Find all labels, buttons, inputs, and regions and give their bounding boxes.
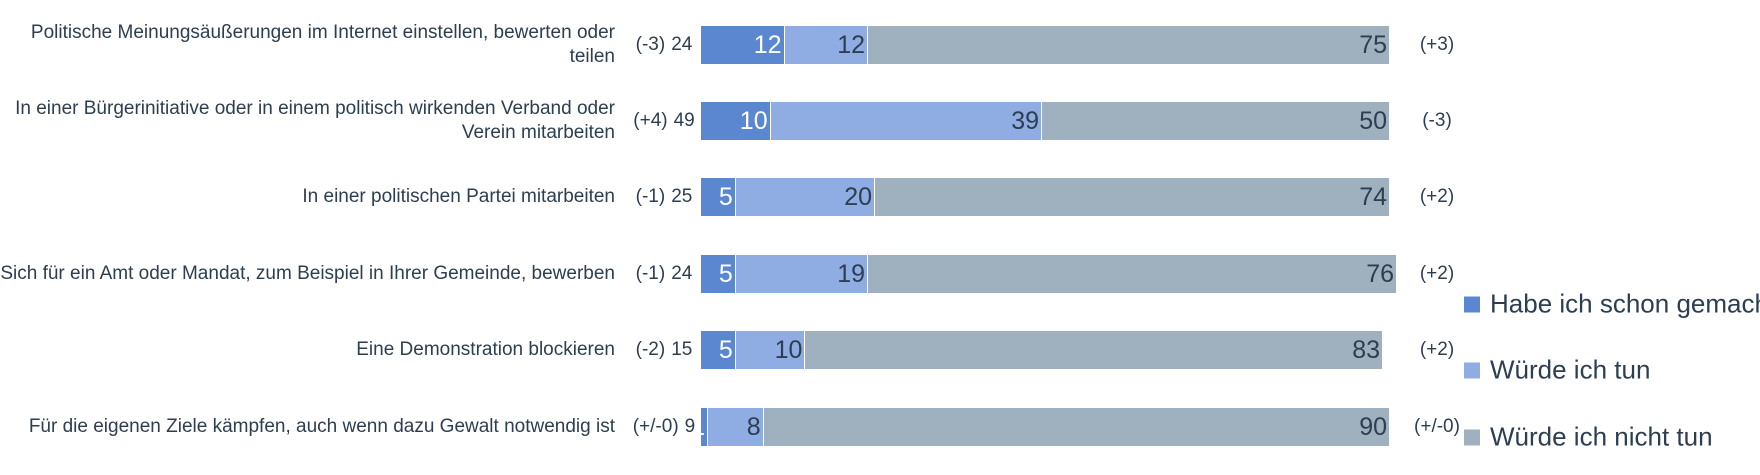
change-total: (+/-0) 9 [628,415,700,439]
left-change: (-1) [635,186,666,207]
bar-segment [735,255,869,293]
bar-segment [763,408,1391,446]
right-change: (+2) [1419,339,1455,360]
left-change: (-1) [635,263,666,284]
bar-segment [701,331,736,369]
value-label: 1 [691,413,705,441]
value-label: 20 [844,183,872,211]
change-total: (-1) 24 [628,262,700,286]
bar-segment [735,178,875,216]
legend-item: Würde ich tun [1464,355,1650,386]
right-change: (+2) [1419,263,1455,284]
change-total: (-2) 15 [628,338,700,362]
bar-segment [701,408,708,446]
left-change: (+4) [633,110,668,131]
bar-segment [868,26,1391,64]
left-change: (-2) [635,339,666,360]
legend-label: Würde ich nicht tun [1490,421,1713,452]
total: 24 [671,34,693,55]
change-total: (+4) 49 [628,109,700,133]
total: 25 [671,186,693,207]
change-total: (-3) 24 [628,33,700,57]
value-label: 75 [1359,31,1388,59]
bar-segment [868,255,1397,293]
legend-swatch [1464,429,1480,445]
category-label: In einer politischen Partei mitarbeiten [302,186,615,207]
right-change: (+/-0) [1414,416,1460,437]
bar-segment [701,178,736,216]
value-label: 90 [1359,413,1388,441]
value-label: 5 [718,336,733,364]
value-label: 10 [774,336,803,364]
total: 9 [684,416,696,437]
total: 24 [671,263,693,284]
change-total: (-1) 25 [628,185,700,209]
bar-segment [701,26,785,64]
left-change: (-3) [635,34,666,55]
bar-segment [701,255,736,293]
right-change: (+2) [1419,186,1455,207]
value-label: 39 [1011,107,1040,135]
value-label: 12 [837,31,866,59]
category-label: Politische Meinungsäußerungen im Interne… [30,22,615,67]
bar-segment [875,178,1391,216]
legend-swatch [1464,362,1480,378]
total: 15 [671,339,693,360]
bar-segment [735,331,806,369]
legend-label: Würde ich tun [1490,354,1651,385]
value-label: 19 [837,260,866,288]
value-label: 76 [1366,260,1394,288]
category-label: In einer Bürgerinitiative oder in einem … [15,98,615,143]
bar-segment [770,102,1043,140]
value-label: 12 [753,31,782,59]
total: 49 [673,110,695,131]
right-change: (-3) [1422,110,1452,131]
legend-item: Habe ich schon gemacht [1464,289,1760,320]
category-label: Sich für ein Amt oder Mandat, zum Beispi… [0,263,615,284]
value-label: 8 [746,413,761,441]
right-change: (+3) [1419,34,1455,55]
value-label: 10 [739,107,768,135]
legend-item: Würde ich nicht tun [1464,422,1713,453]
bar-segment [805,331,1384,369]
legend-swatch [1464,296,1480,312]
left-change: (+/-0) [632,416,679,437]
category-label: Für die eigenen Ziele kämpfen, auch wenn… [28,416,615,437]
value-label: 5 [718,260,733,288]
category-label: Eine Demonstration blockieren [356,339,615,360]
bar-segment [784,26,869,64]
value-label: 74 [1359,183,1388,211]
bar-segment [1042,102,1391,140]
bar-segment [707,408,764,446]
legend-label: Habe ich schon gemacht [1490,288,1760,319]
bar-segment [701,102,771,140]
value-label: 5 [718,183,733,211]
value-label: 50 [1359,107,1388,135]
value-label: 83 [1352,336,1381,364]
